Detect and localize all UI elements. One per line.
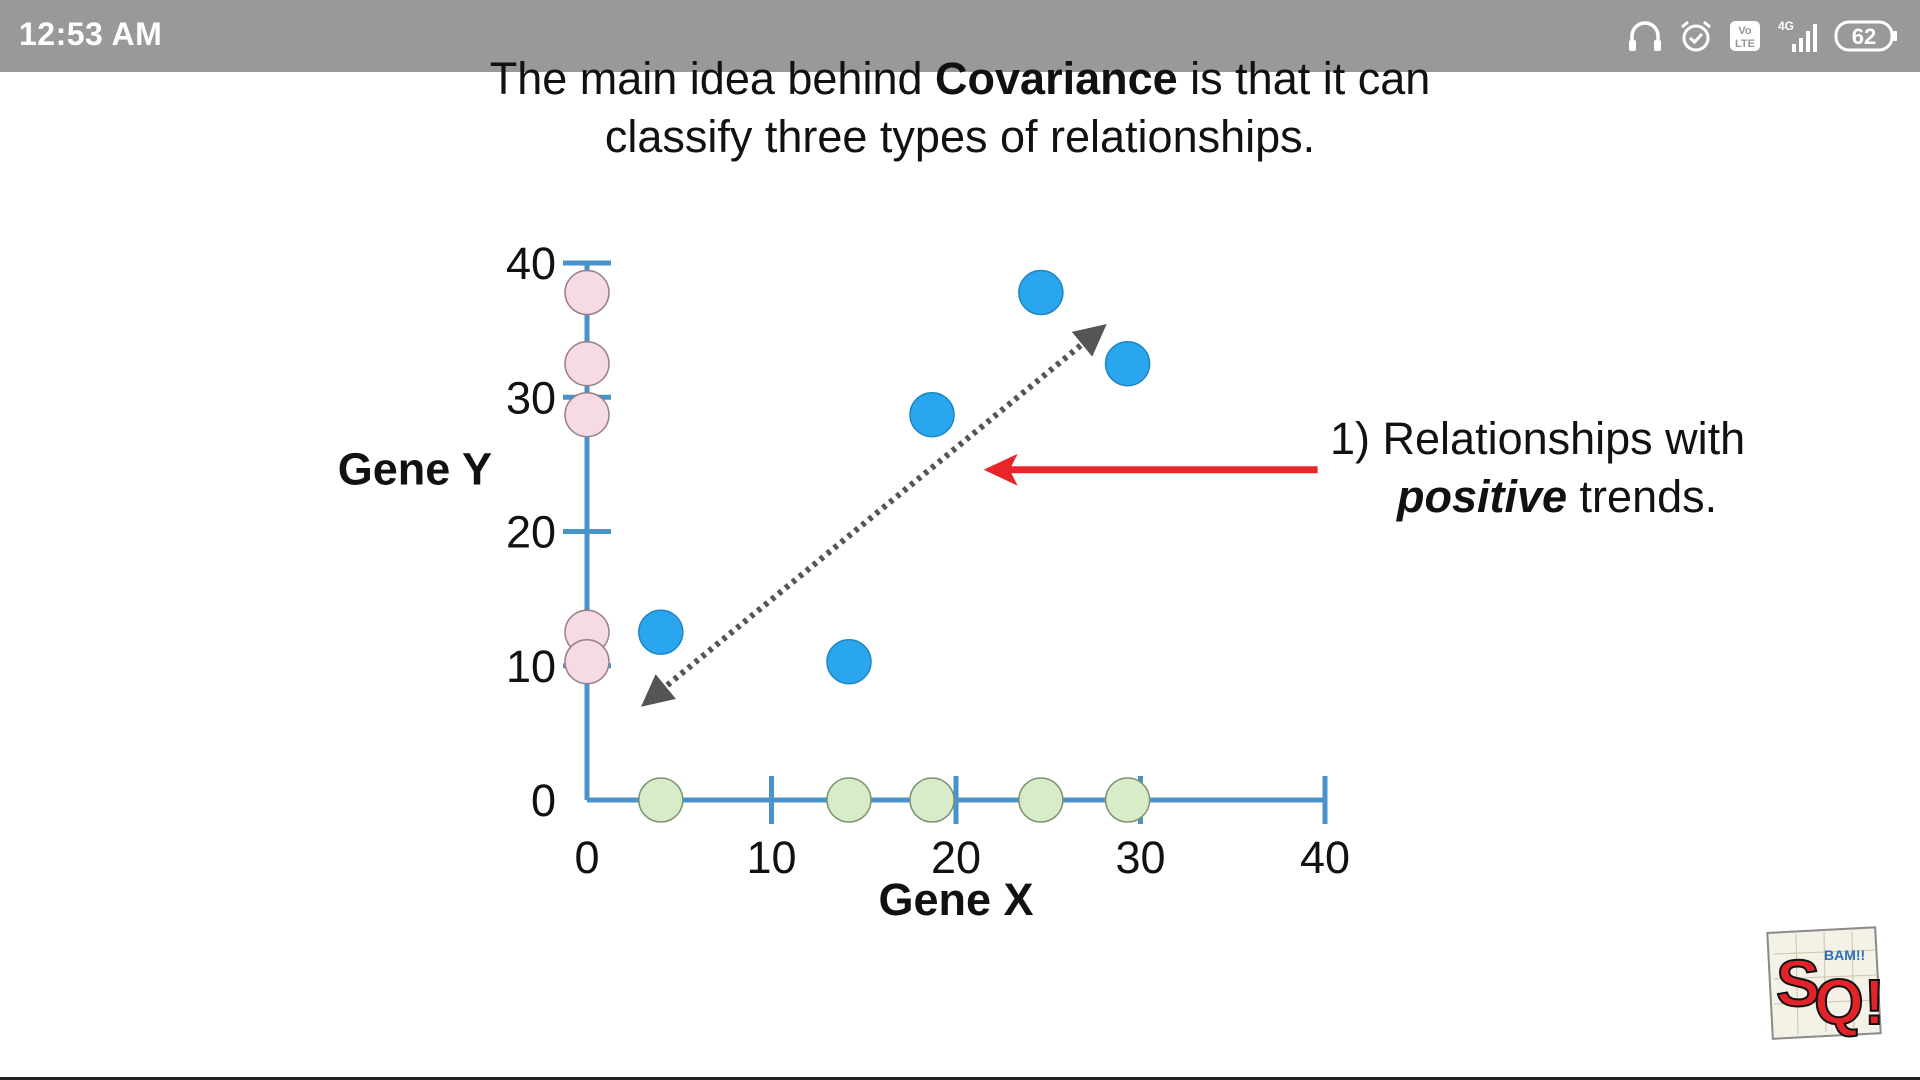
data-point — [1018, 269, 1064, 316]
data-point — [564, 638, 610, 685]
data-point — [638, 777, 684, 823]
y-tick-label: 10 — [506, 641, 556, 692]
data-points — [564, 269, 1151, 823]
volte-icon: Vo LTE — [1730, 21, 1760, 51]
logo-letter-q: Q! — [1814, 966, 1884, 1038]
caption: The main idea behind Covariance is that … — [460, 50, 1460, 166]
annotation-line1: 1) Relationships with — [1330, 413, 1746, 464]
logo-letter-s: S — [1776, 946, 1820, 1020]
svg-text:LTE: LTE — [1735, 38, 1755, 50]
x-tick-label: 30 — [1115, 832, 1165, 883]
annotation: 1) Relationships with positive trends. — [1330, 410, 1745, 526]
arrows — [641, 323, 1318, 707]
signal-icon: 4G — [1778, 19, 1817, 52]
x-tick-label: 0 — [574, 832, 599, 883]
svg-text:Vo: Vo — [1738, 25, 1752, 37]
pointer-arrow-head — [983, 453, 1018, 486]
x-tick-label: 40 — [1300, 832, 1350, 883]
axes — [563, 260, 1328, 824]
data-point — [1104, 777, 1151, 823]
axis-labels: 0 10 20 30 40 0 10 20 30 40 Gene X Gene Y — [338, 238, 1350, 925]
x-tick-label: 20 — [931, 832, 981, 883]
data-point — [564, 391, 610, 438]
alarm-icon — [1681, 20, 1711, 52]
statquest-logo: S Q! BAM!! — [1766, 926, 1884, 1040]
annotation-emphasis: positive — [1397, 471, 1568, 522]
y-tick-label: 20 — [506, 507, 556, 558]
y-tick-label: 40 — [506, 238, 556, 289]
battery-icon: 62 — [1834, 20, 1897, 52]
x-tick-label: 10 — [746, 832, 796, 883]
data-point — [1104, 340, 1151, 387]
annotation-rest: trends. — [1567, 471, 1718, 522]
caption-keyword: Covariance — [935, 53, 1178, 104]
data-point — [909, 391, 955, 438]
data-point — [826, 777, 872, 823]
data-point — [638, 609, 684, 655]
y-tick-label: 30 — [506, 372, 556, 423]
y-axis-title: Gene Y — [338, 443, 492, 494]
data-point — [564, 269, 610, 316]
status-time: 12:53 AM — [19, 16, 163, 52]
data-point — [909, 777, 955, 823]
annotation-line2: positive trends. — [1330, 468, 1717, 526]
status-icons: Vo LTE 4G 62 — [1626, 14, 1900, 58]
battery-level: 62 — [1852, 24, 1876, 49]
x-axis-title: Gene X — [878, 874, 1033, 925]
data-point — [564, 340, 610, 387]
data-point — [1018, 777, 1064, 823]
trend-arrow — [641, 323, 1107, 707]
logo-bam: BAM!! — [1824, 947, 1865, 963]
network-label: 4G — [1778, 19, 1794, 33]
data-point — [826, 638, 872, 685]
bottom-divider — [0, 1077, 1920, 1080]
headphones-icon — [1629, 21, 1661, 51]
status-bar: 12:53 AM Vo LTE 4G — [0, 0, 1920, 72]
y-tick-label: 0 — [531, 775, 556, 826]
caption-suffix: is that it can classify three types of r… — [604, 53, 1431, 162]
caption-prefix: The main idea behind — [489, 53, 936, 104]
